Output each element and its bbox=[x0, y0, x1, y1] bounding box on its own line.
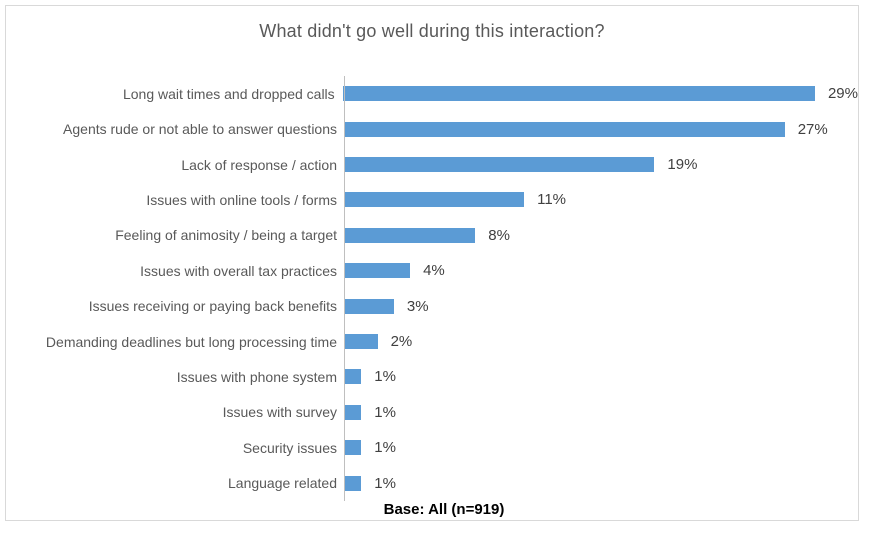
bar bbox=[345, 475, 362, 491]
category-label: Language related bbox=[228, 475, 337, 492]
bar bbox=[345, 121, 785, 137]
bar-row: Issues receiving or paying back benefits… bbox=[6, 288, 858, 323]
bar-zone: 19% bbox=[345, 147, 858, 182]
bar bbox=[345, 157, 655, 173]
bar-zone: 1% bbox=[345, 395, 858, 430]
chart-title: What didn't go well during this interact… bbox=[259, 21, 605, 41]
value-label: 19% bbox=[667, 156, 698, 174]
bar bbox=[345, 263, 411, 279]
value-label: 27% bbox=[797, 120, 828, 138]
bar-zone: 11% bbox=[345, 182, 858, 217]
bar-row: Issues with online tools / forms 11% bbox=[6, 182, 858, 217]
bar-zone: 1% bbox=[345, 359, 858, 394]
bar bbox=[345, 369, 362, 385]
category-label: Long wait times and dropped calls bbox=[122, 85, 335, 102]
bar-row: Issues with overall tax practices 4% bbox=[6, 253, 858, 288]
bar-zone: 1% bbox=[345, 465, 858, 500]
value-label: 1% bbox=[374, 439, 396, 457]
category-label: Feeling of animosity / being a target bbox=[115, 227, 337, 244]
category-label: Issues with survey bbox=[222, 404, 337, 421]
bar-row: Long wait times and dropped calls 29% bbox=[6, 76, 858, 111]
plot-area: Long wait times and dropped calls 29% Ag… bbox=[6, 76, 858, 501]
category-label: Issues with phone system bbox=[176, 368, 337, 385]
value-label: 29% bbox=[827, 85, 858, 103]
category-label: Lack of response / action bbox=[181, 156, 337, 173]
value-label: 1% bbox=[374, 368, 396, 386]
value-label: 11% bbox=[537, 191, 567, 209]
bar-zone: 8% bbox=[345, 218, 858, 253]
bar-zone: 29% bbox=[342, 76, 858, 111]
category-label: Issues with online tools / forms bbox=[146, 191, 337, 208]
bar-zone: 2% bbox=[345, 324, 858, 359]
bar bbox=[345, 440, 362, 456]
bar bbox=[345, 298, 394, 314]
value-label: 1% bbox=[374, 474, 396, 492]
bar bbox=[345, 404, 362, 420]
bar-row: Lack of response / action 19% bbox=[6, 147, 858, 182]
bar-zone: 27% bbox=[345, 111, 858, 146]
category-label: Security issues bbox=[242, 439, 337, 456]
bar-row: Issues with phone system 1% bbox=[6, 359, 858, 394]
value-label: 2% bbox=[390, 333, 413, 351]
bar-zone: 1% bbox=[345, 430, 858, 465]
bar-zone: 3% bbox=[345, 288, 858, 323]
value-label: 3% bbox=[406, 297, 429, 315]
category-label: Demanding deadlines but long processing … bbox=[45, 333, 337, 350]
category-axis-line bbox=[344, 76, 345, 501]
chart-frame: What didn't go well during this interact… bbox=[5, 5, 859, 521]
value-label: 1% bbox=[374, 403, 396, 421]
bar-zone: 4% bbox=[345, 253, 858, 288]
bar-row: Issues with survey 1% bbox=[6, 395, 858, 430]
bar-row: Language related 1% bbox=[6, 465, 858, 500]
bar-row: Agents rude or not able to answer questi… bbox=[6, 111, 858, 146]
bar bbox=[345, 192, 525, 208]
value-label: 4% bbox=[423, 262, 445, 280]
bar bbox=[345, 334, 378, 350]
bar bbox=[342, 86, 815, 102]
category-label: Issues receiving or paying back benefits bbox=[88, 298, 337, 315]
bar bbox=[345, 227, 476, 243]
base-note: Base: All (n=919) bbox=[383, 501, 505, 518]
bar-row: Feeling of animosity / being a target 8% bbox=[6, 218, 858, 253]
category-label: Agents rude or not able to answer questi… bbox=[63, 121, 337, 138]
value-label: 8% bbox=[488, 226, 510, 244]
bar-row: Security issues 1% bbox=[6, 430, 858, 465]
bar-row: Demanding deadlines but long processing … bbox=[6, 324, 858, 359]
category-label: Issues with overall tax practices bbox=[140, 262, 337, 279]
